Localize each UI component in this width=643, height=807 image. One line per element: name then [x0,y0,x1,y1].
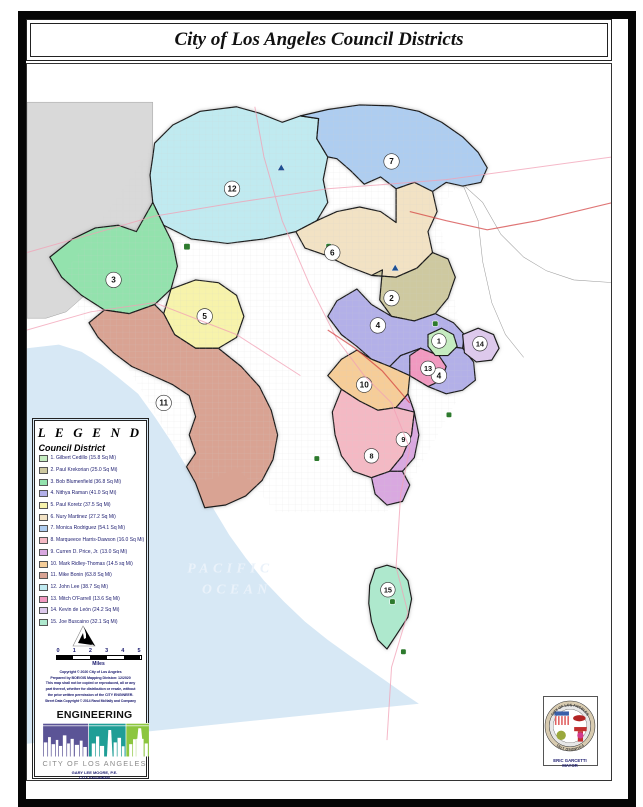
svg-text:10: 10 [360,380,370,389]
svg-text:1: 1 [437,337,441,346]
svg-text:6: 6 [330,248,335,257]
svg-text:3: 3 [111,276,116,285]
svg-text:4: 4 [437,371,442,380]
svg-text:4: 4 [376,321,381,330]
svg-text:15: 15 [384,586,392,595]
svg-text:PACIFIC: PACIFIC [187,560,273,575]
svg-text:2: 2 [389,294,394,303]
svg-text:7: 7 [389,157,394,166]
svg-text:5: 5 [202,312,207,321]
svg-text:OCEAN: OCEAN [202,581,272,596]
svg-text:11: 11 [159,399,168,408]
svg-text:8: 8 [369,452,373,461]
svg-text:13: 13 [424,364,432,373]
svg-text:14: 14 [476,339,485,348]
svg-text:12: 12 [227,185,237,194]
